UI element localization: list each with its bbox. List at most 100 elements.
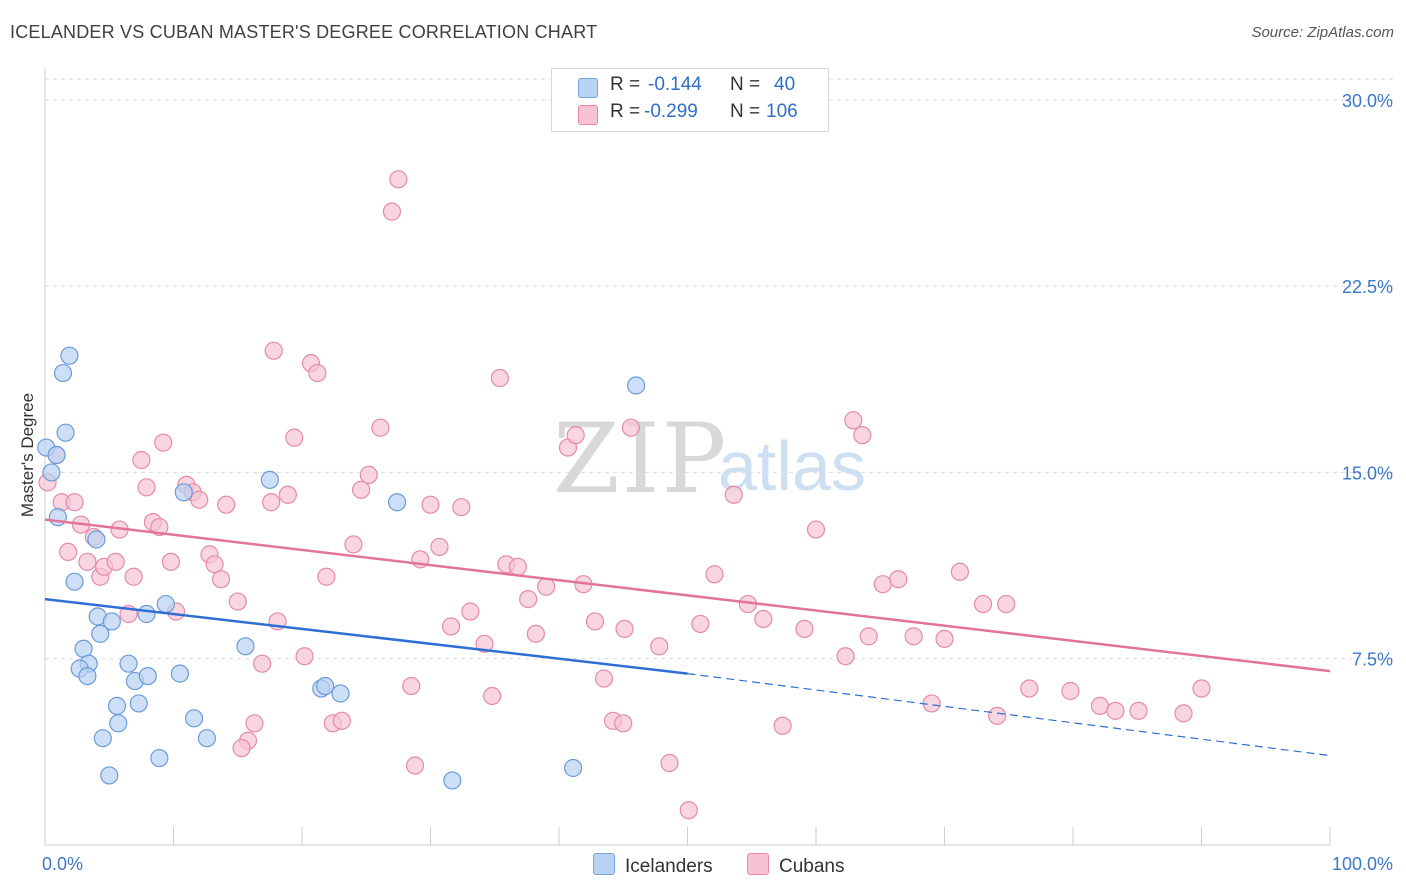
- cuban-point: [1129, 701, 1148, 720]
- legend-item-icelanders: Icelanders: [593, 853, 713, 878]
- r-label: R =: [610, 74, 641, 95]
- cuban-point: [660, 753, 679, 773]
- icelanders-legend-swatch: [593, 853, 615, 875]
- x-tick-label: 100.0%: [1332, 854, 1393, 874]
- chart-title: ICELANDER VS CUBAN MASTER'S DEGREE CORRE…: [10, 22, 598, 42]
- y-tick-label: 15.0%: [1342, 463, 1393, 483]
- cuban-point: [526, 624, 545, 643]
- icelander-point: [107, 696, 127, 716]
- cuban-point: [519, 589, 538, 609]
- icelander-point: [78, 666, 97, 686]
- cuban-point: [585, 612, 605, 631]
- cuban-point: [859, 627, 878, 646]
- icelander-point: [260, 470, 279, 489]
- cuban-point: [421, 495, 440, 514]
- cuban-point: [935, 629, 954, 648]
- cuban-point: [705, 565, 724, 584]
- n-label: N =: [730, 101, 761, 122]
- cuban-point: [317, 567, 336, 586]
- icelander-point: [100, 766, 119, 785]
- cuban-point: [285, 428, 304, 447]
- icelander-point: [53, 363, 73, 383]
- icelander-point: [387, 493, 407, 512]
- cuban-point: [344, 535, 363, 554]
- stats-row-icelanders: R = -0.144 N = 40: [552, 74, 828, 100]
- cuban-point: [308, 363, 327, 383]
- icelanders-trend-line: [44, 597, 688, 675]
- cuban-point: [773, 716, 792, 735]
- cuban-point: [402, 676, 421, 696]
- icelander-point: [137, 604, 156, 624]
- cuban-point: [1174, 704, 1193, 723]
- cuban-point: [461, 602, 480, 621]
- cuban-point: [836, 647, 855, 666]
- legend-item-cubans: Cubans: [747, 853, 845, 878]
- cuban-point: [78, 552, 97, 571]
- cuban-point: [691, 614, 710, 634]
- cubans-legend-swatch: [747, 853, 769, 875]
- cuban-point: [1090, 696, 1110, 716]
- cuban-point: [1061, 681, 1080, 701]
- cuban-point: [806, 520, 826, 539]
- cuban-point: [724, 485, 743, 504]
- icelander-point: [626, 376, 646, 395]
- cuban-point: [264, 341, 283, 360]
- cuban-point: [950, 562, 970, 581]
- cuban-point: [137, 478, 156, 497]
- r-value: -0.144: [648, 74, 702, 95]
- icelanders-trend-extension: [687, 673, 1331, 757]
- cuban-point: [452, 498, 471, 517]
- cuban-point: [382, 202, 402, 221]
- cuban-point: [332, 711, 351, 730]
- cuban-point: [295, 647, 314, 666]
- cuban-point: [232, 739, 251, 758]
- y-tick-label: 22.5%: [1342, 277, 1393, 297]
- cuban-point: [904, 627, 923, 646]
- icelander-point: [93, 729, 112, 748]
- n-label: N =: [730, 74, 761, 95]
- series-legend: Icelanders Cubans: [0, 853, 1406, 877]
- cubans-trend-line: [44, 518, 1331, 673]
- icelander-point: [119, 654, 138, 673]
- icelander-point: [184, 709, 204, 728]
- cuban-point: [997, 594, 1016, 614]
- icelander-point: [331, 684, 350, 703]
- icelander-point: [150, 748, 169, 768]
- icelander-point: [138, 666, 157, 686]
- cuban-point: [650, 637, 669, 656]
- cuban-point: [65, 493, 84, 512]
- cuban-point: [253, 654, 272, 673]
- cuban-point: [154, 433, 173, 452]
- cuban-point: [278, 485, 297, 504]
- cuban-point: [371, 418, 390, 437]
- n-value: 106: [766, 101, 798, 122]
- cuban-point: [537, 577, 556, 596]
- icelander-point: [129, 694, 148, 713]
- cuban-point: [475, 634, 494, 653]
- icelanders-swatch: [578, 78, 598, 98]
- cuban-point: [389, 170, 408, 189]
- cuban-point: [679, 801, 698, 820]
- icelander-point: [174, 483, 193, 502]
- cuban-point: [405, 756, 425, 775]
- cuban-point: [262, 493, 281, 512]
- icelander-point: [109, 714, 128, 733]
- cuban-point: [508, 557, 527, 576]
- cuban-point: [106, 552, 125, 571]
- icelander-point: [102, 612, 121, 631]
- cuban-point: [124, 567, 143, 586]
- watermark-zip: ZIP: [553, 403, 728, 515]
- cuban-point: [441, 617, 461, 636]
- icelander-point: [65, 572, 84, 591]
- icelander-point: [236, 637, 255, 656]
- cuban-point: [1020, 679, 1039, 698]
- cuban-point: [873, 575, 892, 594]
- cubans-swatch: [578, 105, 598, 125]
- cuban-point: [621, 418, 641, 437]
- cuban-point: [844, 411, 863, 430]
- watermark-atlas: atlas: [718, 427, 866, 505]
- cuban-point: [853, 426, 872, 445]
- cuban-point: [483, 686, 502, 706]
- cuban-point: [59, 542, 78, 562]
